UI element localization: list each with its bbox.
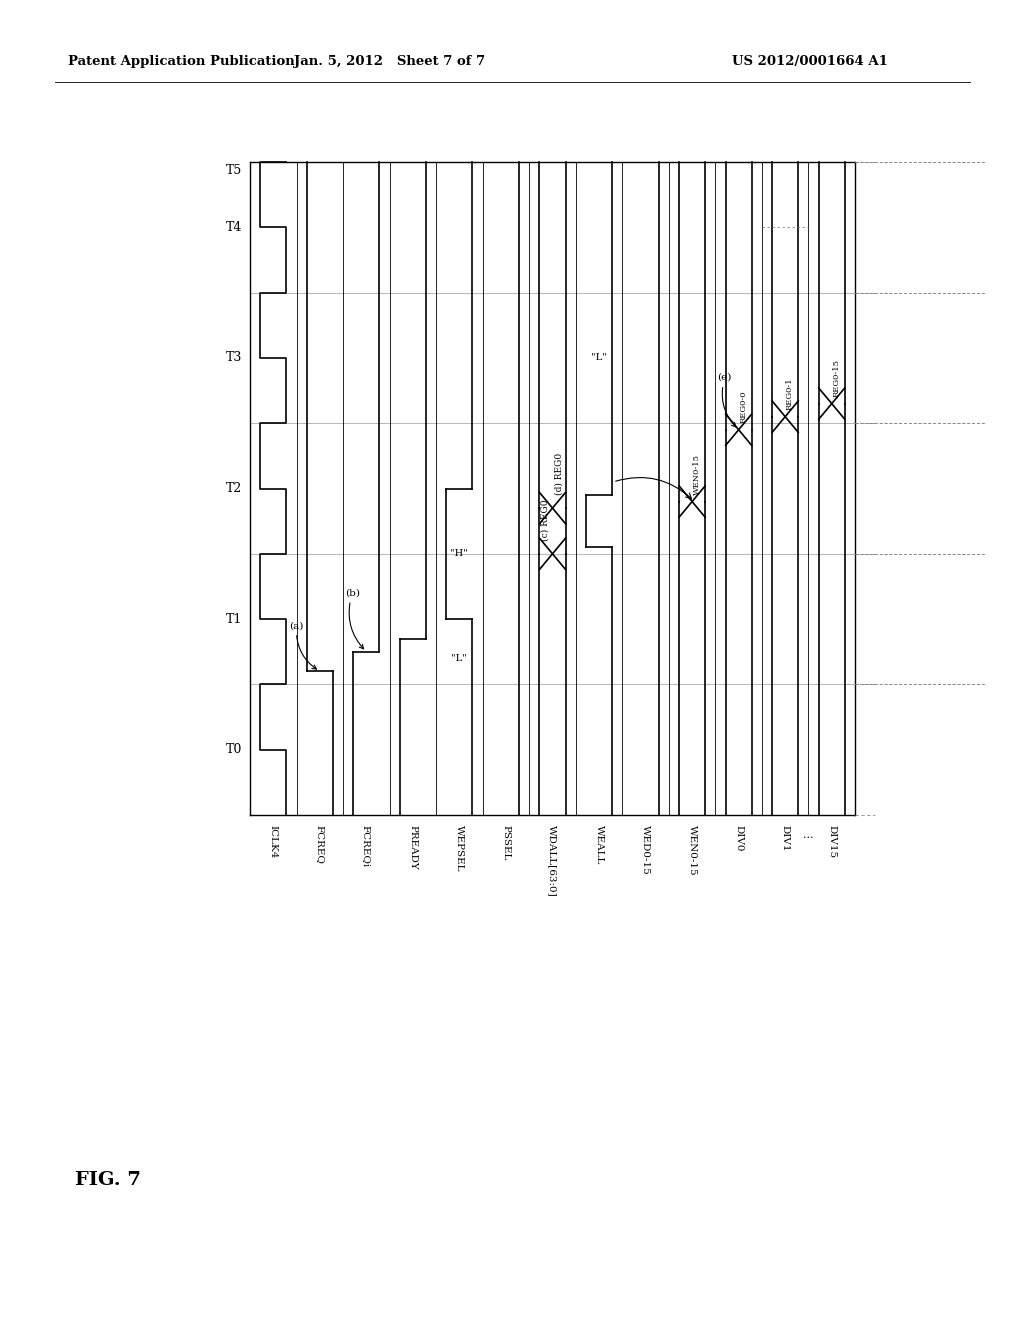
Text: WEN0-15: WEN0-15 <box>687 825 696 875</box>
Text: REG0-1: REG0-1 <box>785 378 794 411</box>
Text: T3: T3 <box>225 351 242 364</box>
Text: Patent Application Publication: Patent Application Publication <box>68 55 295 69</box>
Text: T4: T4 <box>225 220 242 234</box>
Text: FIG. 7: FIG. 7 <box>75 1171 141 1189</box>
Text: (e): (e) <box>718 374 736 426</box>
Text: Jan. 5, 2012   Sheet 7 of 7: Jan. 5, 2012 Sheet 7 of 7 <box>295 55 485 69</box>
Text: US 2012/0001664 A1: US 2012/0001664 A1 <box>732 55 888 69</box>
Text: DIV0: DIV0 <box>734 825 743 851</box>
Text: FCREQ: FCREQ <box>315 825 325 865</box>
Text: T1: T1 <box>225 612 242 626</box>
Text: (a): (a) <box>290 622 316 669</box>
Text: PSSEL: PSSEL <box>502 825 510 861</box>
Text: T2: T2 <box>225 482 242 495</box>
Text: WEALL: WEALL <box>595 825 603 865</box>
Text: WEPSEL: WEPSEL <box>455 825 464 871</box>
Text: WDALL[63:0]: WDALL[63:0] <box>548 825 557 896</box>
Text: (d) REG0: (d) REG0 <box>555 453 564 495</box>
Text: ICLK4: ICLK4 <box>268 825 278 858</box>
Text: "L": "L" <box>452 653 467 663</box>
Text: T0: T0 <box>225 743 242 756</box>
Text: T5: T5 <box>225 164 242 177</box>
Text: (b): (b) <box>345 589 364 649</box>
Text: FCREQi: FCREQi <box>361 825 371 867</box>
Text: (c) REG0: (c) REG0 <box>541 499 550 541</box>
Text: WED0-15: WED0-15 <box>641 825 650 875</box>
Text: WEN0-15: WEN0-15 <box>693 454 700 495</box>
Text: DIV15: DIV15 <box>827 825 837 858</box>
Text: ...: ... <box>803 830 814 840</box>
Text: PREADY: PREADY <box>409 825 418 870</box>
Text: REG0-0: REG0-0 <box>739 391 748 424</box>
Text: "H": "H" <box>451 549 468 558</box>
Text: REG0-15: REG0-15 <box>833 359 841 397</box>
Text: DIV1: DIV1 <box>780 825 790 851</box>
Text: "L": "L" <box>591 354 607 363</box>
